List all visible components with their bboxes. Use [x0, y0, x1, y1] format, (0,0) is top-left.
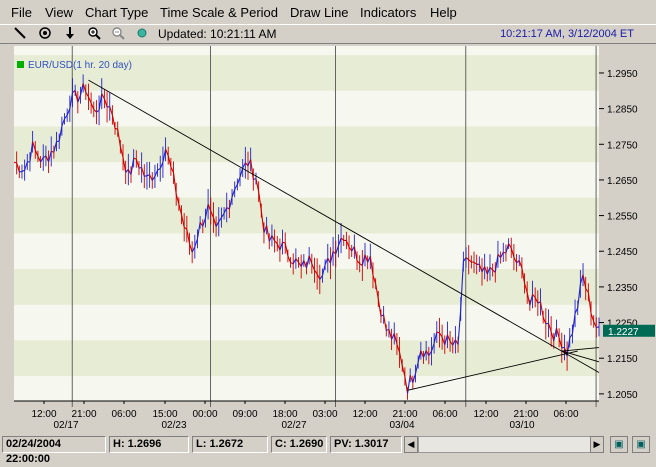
status-bar: 02/24/2004 22:00:00 H: 1.2696 L: 1.2672 … [0, 434, 656, 457]
y-tick-label: 1.2550 [607, 212, 638, 223]
target-icon[interactable] [37, 26, 53, 42]
x-date-label: 03/04 [389, 420, 414, 431]
menu-file[interactable]: File [11, 5, 32, 20]
menu-chart-type[interactable]: Chart Type [85, 5, 148, 20]
menu-time-scale-period[interactable]: Time Scale & Period [160, 5, 278, 20]
x-tick-label: 09:00 [232, 409, 257, 420]
menu-bar: File View Chart Type Time Scale & Period… [0, 0, 656, 24]
x-tick-label: 21:00 [392, 409, 417, 420]
status-low: L: 1.2672 [192, 436, 268, 453]
y-tick-label: 1.2050 [607, 390, 638, 401]
y-tick-label: 1.2650 [607, 176, 638, 187]
last-price-label: 1.2227 [608, 327, 639, 338]
x-tick-label: 21:00 [71, 409, 96, 420]
cascade-windows-icon: ▣ [636, 439, 645, 450]
zoom-out-icon[interactable] [110, 26, 126, 42]
status-high: H: 1.2696 [109, 436, 189, 453]
y-tick-label: 1.2950 [607, 69, 638, 80]
arrow-down-icon[interactable] [62, 26, 78, 42]
x-tick-label: 12:00 [352, 409, 377, 420]
draw-line-icon[interactable] [12, 26, 28, 42]
x-tick-label: 03:00 [312, 409, 337, 420]
x-date-label: 02/23 [161, 420, 186, 431]
x-tick-label: 12:00 [473, 409, 498, 420]
updated-time: Updated: 10:21:11 AM [158, 27, 277, 41]
plot-band [14, 340, 599, 376]
status-datetime: 02/24/2004 22:00:00 [2, 436, 106, 453]
plot-band [14, 198, 599, 234]
horizontal-scrollbar[interactable] [418, 436, 604, 453]
y-tick-label: 1.2150 [607, 354, 638, 365]
menu-indicators[interactable]: Indicators [360, 5, 416, 20]
scroll-right-button[interactable]: ▶ [590, 436, 604, 453]
y-tick-label: 1.2350 [607, 283, 638, 294]
tile-windows-icon: ▣ [614, 439, 623, 450]
x-date-label: 02/27 [281, 420, 306, 431]
toolbar: Updated: 10:21:11 AM 10:21:17 AM, 3/12/2… [0, 24, 656, 44]
x-tick-label: 12:00 [31, 409, 56, 420]
cascade-windows-button[interactable]: ▣ [632, 436, 650, 453]
y-tick-label: 1.2750 [607, 140, 638, 151]
plot-band [14, 126, 599, 162]
x-date-label: 02/17 [53, 420, 78, 431]
x-tick-label: 06:00 [553, 409, 578, 420]
x-tick-label: 06:00 [432, 409, 457, 420]
x-date-label: 03/10 [509, 420, 534, 431]
globe-icon[interactable] [134, 26, 150, 42]
status-pv: PV: 1.3017 [330, 436, 402, 453]
scroll-left-icon: ◀ [408, 439, 415, 449]
clock-time: 10:21:17 AM, 3/12/2004 ET [500, 28, 634, 40]
chart-area: 1.2950 1.2850 1.2750 1.2650 1.2550 1.2450 1.23… [8, 46, 656, 434]
legend-swatch [17, 61, 24, 68]
price-chart[interactable]: 1.2950 1.2850 1.2750 1.2650 1.2550 1.2450 1.23… [8, 46, 656, 434]
plot-band [14, 269, 599, 305]
y-tick-label: 1.2850 [607, 105, 638, 116]
y-tick-label: 1.2450 [607, 247, 638, 258]
x-tick-label: 15:00 [152, 409, 177, 420]
menu-help[interactable]: Help [430, 5, 457, 20]
scroll-left-button[interactable]: ◀ [404, 436, 418, 453]
status-close: C: 1.2690 [271, 436, 327, 453]
x-tick-label: 00:00 [192, 409, 217, 420]
menu-draw-line[interactable]: Draw Line [290, 5, 349, 20]
x-tick-label: 06:00 [111, 409, 136, 420]
x-tick-label: 18:00 [272, 409, 297, 420]
zoom-in-icon[interactable] [86, 26, 102, 42]
menu-view[interactable]: View [45, 5, 73, 20]
tile-windows-button[interactable]: ▣ [610, 436, 628, 453]
x-tick-label: 21:00 [513, 409, 538, 420]
legend-label: EUR/USD(1 hr. 20 day) [28, 60, 132, 71]
scroll-right-icon: ▶ [594, 439, 601, 449]
